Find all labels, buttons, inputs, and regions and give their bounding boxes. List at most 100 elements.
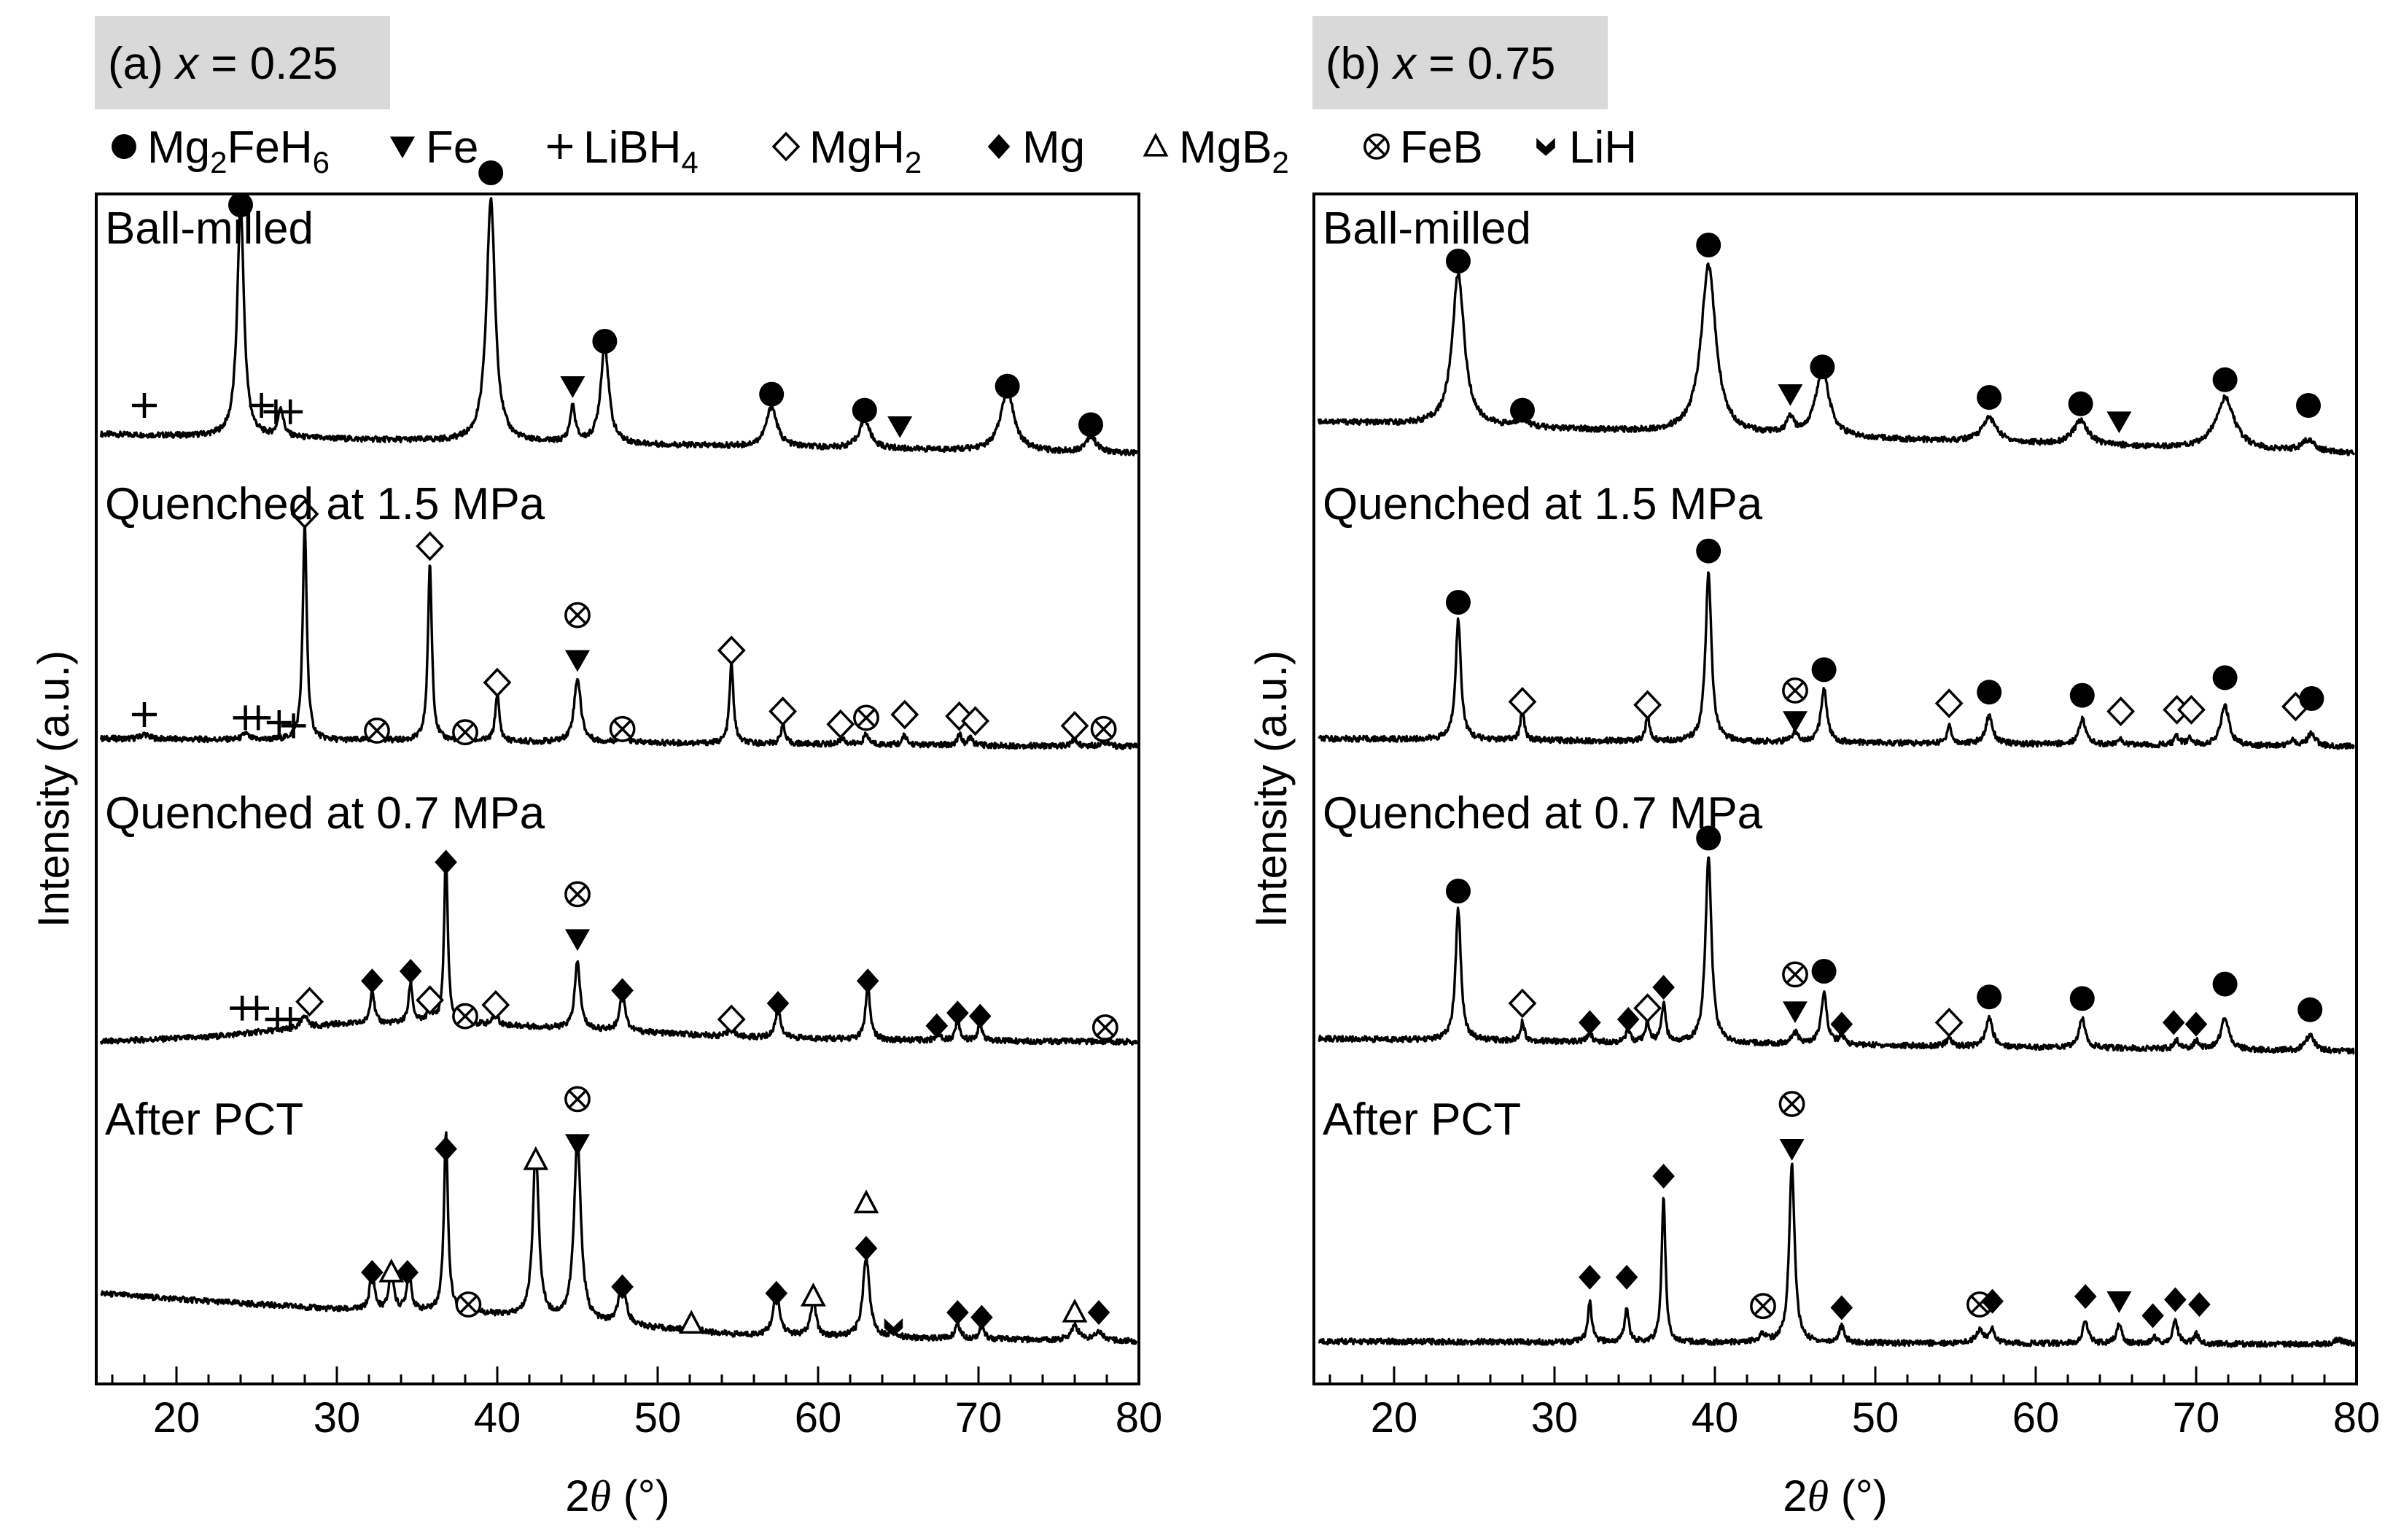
triangle-open-icon — [1143, 132, 1169, 157]
peak-marker-plus — [278, 399, 303, 424]
peak-marker-circle — [2212, 367, 2238, 392]
legend-label: Fe — [426, 122, 478, 173]
peak-marker-otimes — [1778, 1091, 1805, 1117]
peak-marker-circle — [1977, 385, 2002, 410]
peak-marker-diamond-open — [416, 985, 445, 1015]
peak-marker-diamond-open — [1508, 687, 1537, 717]
peak-marker-plus — [266, 710, 292, 735]
legend-label: FeB — [1400, 122, 1483, 173]
peak-marker-otimes — [564, 1086, 591, 1113]
peak-marker-circle — [995, 373, 1020, 399]
legend-item-libh: LiBH4 — [548, 122, 699, 179]
x-tick-label: 70 — [955, 1394, 1003, 1442]
x-tick-label: 60 — [795, 1394, 842, 1442]
x-tick-label: 80 — [2333, 1394, 2381, 1442]
peak-marker-plus — [278, 1007, 303, 1032]
legend-label: Mg — [1022, 122, 1085, 173]
peak-marker-triangle-open — [853, 1189, 879, 1214]
peak-marker-otimes — [452, 719, 478, 746]
peak-marker-otimes — [564, 881, 591, 908]
legend-item-mg: Mg2FeH6 — [112, 122, 330, 179]
peak-marker-circle — [1446, 590, 1471, 615]
peak-marker-circle — [592, 329, 618, 354]
x-tick-label: 30 — [314, 1394, 361, 1442]
peak-marker-triangle-down — [1778, 384, 1803, 406]
peak-marker-circle — [759, 381, 785, 407]
peak-marker-diamond-filled — [765, 1280, 788, 1306]
peak-marker-triangle-down — [2106, 411, 2132, 434]
legend-label: Mg2FeH6 — [147, 122, 330, 179]
peak-marker-circle — [2297, 997, 2323, 1022]
peak-marker-circle — [1696, 538, 1721, 564]
trace-label: Ball-milled — [1323, 203, 1531, 254]
triangle-down-icon — [390, 136, 415, 159]
peak-marker-diamond-open — [290, 499, 319, 529]
diffraction-trace — [1318, 856, 2355, 1055]
x-axis-label: 2θ (°) — [565, 1471, 669, 1520]
peak-marker-triangle-open — [801, 1282, 826, 1307]
peak-marker-diamond-open — [769, 696, 798, 726]
peak-marker-triangle-open — [378, 1258, 405, 1283]
peak-marker-diamond-filled — [970, 1304, 993, 1330]
peak-marker-diamond-filled — [856, 968, 879, 994]
peak-marker-diamond-open — [416, 531, 445, 561]
peak-marker-diamond-filled — [1087, 1300, 1110, 1325]
trace-2: Quenched at 1.5 MPa — [1318, 479, 2355, 750]
peak-marker-diamond-filled — [946, 1300, 969, 1325]
peak-marker-triangle-down — [1783, 1001, 1808, 1024]
legend-label: MgH2 — [809, 122, 922, 179]
legend-label: MgB2 — [1179, 122, 1289, 179]
peak-marker-circle — [1810, 354, 1835, 380]
peak-marker-triangle-open — [678, 1310, 704, 1334]
peak-marker-circle — [1977, 984, 2002, 1010]
peak-marker-diamond-filled — [1579, 1010, 1601, 1035]
peak-marker-otimes — [1090, 715, 1117, 742]
legend-item-lih: LiH — [1536, 122, 1637, 173]
legend: Mg2FeH6 Fe LiBH4 MgH2 Mg MgB2 FeB LiH — [112, 122, 1637, 179]
peak-marker-diamond-filled — [1981, 1288, 2004, 1314]
legend-item-feb: FeB — [1363, 122, 1483, 173]
peak-marker-diamond-filled — [435, 849, 457, 875]
peak-marker-otimes — [455, 1291, 482, 1318]
peak-marker-diamond-filled — [361, 968, 384, 994]
peak-marker-triangle-down — [565, 1134, 590, 1156]
peak-marker-triangle-down — [565, 650, 590, 672]
peak-marker-diamond-filled — [2074, 1284, 2097, 1309]
peak-marker-diamond-filled — [399, 959, 422, 984]
peak-marker-triangle-down — [565, 929, 590, 952]
peak-marker-diamond-filled — [766, 991, 790, 1016]
diffraction-trace — [1317, 262, 2356, 456]
peak-marker-diamond-filled — [2162, 1010, 2185, 1035]
peak-marker-circle — [2296, 393, 2321, 418]
x-tick-label: 30 — [1531, 1394, 1579, 1442]
trace-label: Quenched at 1.5 MPa — [105, 479, 545, 529]
peak-marker-triangle-open — [1062, 1298, 1088, 1323]
peak-marker-diamond-open — [1934, 688, 1964, 718]
x-tick-label: 60 — [2012, 1394, 2060, 1442]
peak-marker-circle — [1078, 412, 1103, 438]
x-tick-label: 70 — [2173, 1394, 2220, 1442]
peak-marker-otimes — [1092, 1014, 1118, 1041]
peak-marker-triangle-down — [887, 416, 913, 438]
trace-label: Quenched at 0.7 MPa — [1323, 788, 1763, 839]
peak-marker-circle — [1510, 397, 1535, 423]
peak-marker-circle — [228, 192, 253, 217]
peak-marker-diamond-filled — [396, 1260, 419, 1285]
peak-marker-diamond-open — [1934, 1008, 1964, 1038]
peak-marker-otimes — [609, 715, 636, 742]
check-icon — [1536, 138, 1555, 156]
peak-marker-plus — [132, 702, 157, 727]
peak-marker-diamond-filled — [1652, 1164, 1675, 1189]
peak-marker-diamond-filled — [855, 1236, 878, 1261]
trace-3: Quenched at 0.7 MPa — [99, 788, 1138, 1046]
diffraction-trace — [99, 197, 1138, 456]
trace-1: Ball-milled — [99, 160, 1138, 456]
x-axis-label: 2θ (°) — [1783, 1471, 1887, 1520]
peak-marker-diamond-filled — [2184, 1011, 2208, 1037]
trace-label: After PCT — [1323, 1094, 1521, 1145]
peak-marker-diamond-open — [717, 635, 746, 666]
trace-3: Quenched at 0.7 MPa — [1318, 788, 2355, 1055]
panel-a: 20 30 40 50 60 70 80 2θ (°) Intensity (a.u.) Ball… — [29, 160, 1162, 1520]
plot-frame — [95, 192, 1140, 1385]
svg-text:(a) x = 0.25: (a) x = 0.25 — [108, 39, 338, 89]
